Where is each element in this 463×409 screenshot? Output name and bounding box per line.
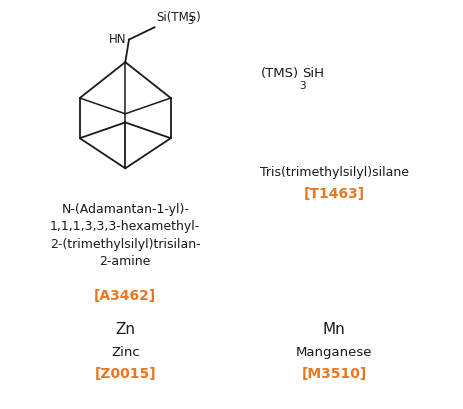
Text: [T1463]: [T1463] [303,186,364,200]
Text: Zinc: Zinc [111,346,139,359]
Text: [A3462]: [A3462] [94,288,156,302]
Text: 3: 3 [187,16,193,26]
Text: (TMS): (TMS) [261,67,299,80]
Text: Tris(trimethylsilyl)silane: Tris(trimethylsilyl)silane [259,166,408,179]
Text: Mn: Mn [322,321,345,336]
Text: [M3510]: [M3510] [301,366,366,380]
Text: N-(Adamantan-1-yl)-
1,1,1,3,3,3-hexamethyl-
2-(trimethylsilyl)trisilan-
2-amine: N-(Adamantan-1-yl)- 1,1,1,3,3,3-hexameth… [50,202,200,268]
Text: 3: 3 [299,81,305,91]
Text: Manganese: Manganese [295,346,371,359]
Text: HN: HN [109,33,126,46]
Text: Si(TMS): Si(TMS) [156,11,200,24]
Text: [Z0015]: [Z0015] [94,366,156,380]
Text: Zn: Zn [115,321,135,336]
Text: SiH: SiH [302,67,324,80]
